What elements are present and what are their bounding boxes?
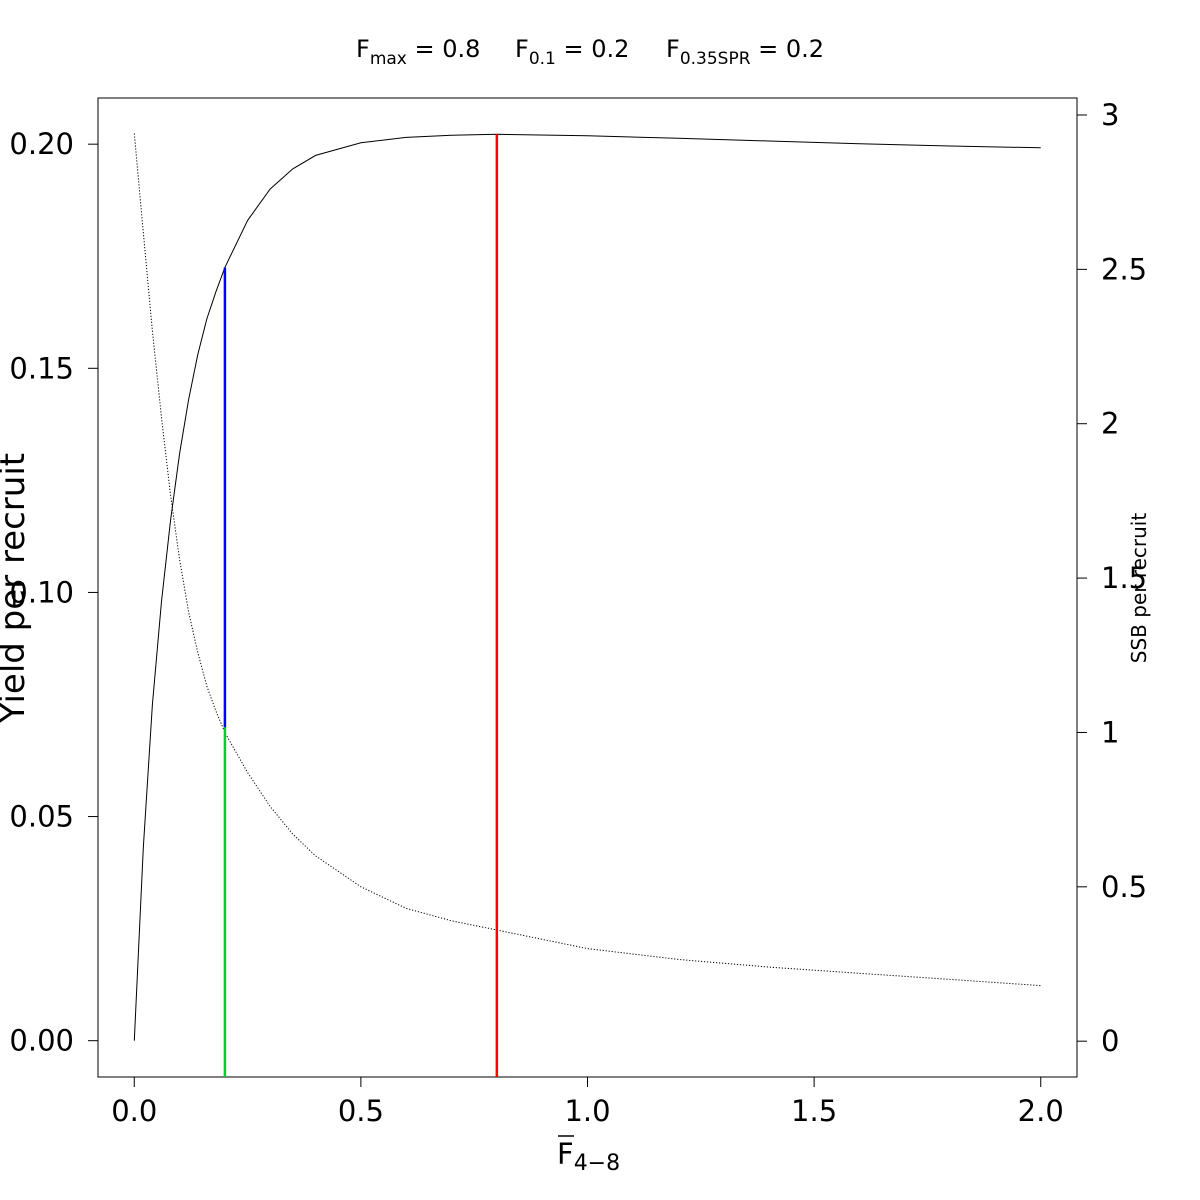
y-tick-label: 0.15 [9, 351, 74, 385]
x-tick-label: 0.0 [111, 1094, 157, 1128]
y2-tick-label: 3 [1101, 98, 1119, 132]
x-axis-title-subscript: 4−8 [574, 1151, 620, 1176]
series-group [133, 133, 1041, 1041]
y2-tick-label: 0.5 [1101, 870, 1147, 904]
yield-per-recruit-line [133, 133, 1041, 1041]
y2-tick-label: 0 [1101, 1024, 1119, 1058]
x-tick-label: 1.0 [564, 1094, 610, 1128]
ssb-per-recruit-line [133, 133, 1041, 987]
header-fspr-value: = 0.2 [751, 35, 825, 63]
x-axis-title-symbol: F [557, 1137, 574, 1171]
y2-tick-label: 2 [1101, 407, 1119, 441]
x-tick-label: 0.5 [338, 1094, 384, 1128]
x-axis-title: F4−8 [557, 1137, 620, 1176]
y2-tick-label: 1 [1101, 715, 1119, 749]
header-fmax: Fmax = 0.8 [356, 35, 480, 69]
header-f01-symbol: F [515, 35, 529, 63]
header-fmax-value: = 0.8 [407, 35, 481, 63]
header-fspr: F0.35SPR = 0.2 [666, 35, 824, 69]
y2-tick-label: 1.5 [1101, 561, 1147, 595]
plot-frame [97, 97, 1078, 1078]
header-fspr-subscript: 0.35SPR [680, 49, 751, 69]
y-tick-label: 0.00 [9, 1024, 74, 1058]
header-fspr-symbol: F [666, 35, 680, 63]
header-fmax-subscript: max [370, 49, 407, 69]
y2-axis-title: SSB per recruit [1127, 513, 1151, 664]
reference-lines [223, 134, 499, 1077]
y-axis-title: Yield per recruit [0, 453, 33, 724]
header-f01: F0.1 = 0.2 [515, 35, 629, 69]
y2-tick-label: 2.5 [1101, 252, 1147, 286]
y-tick-label: 0.05 [9, 800, 74, 834]
header-fmax-symbol: F [356, 35, 370, 63]
x-tick-label: 1.5 [791, 1094, 837, 1128]
y-tick-label: 0.20 [9, 127, 74, 161]
x-tick-label: 2.0 [1018, 1094, 1064, 1128]
axis-ticks: 0.0 0.5 1.0 1.5 2.0 0.00 0.05 0.10 0.15 0.20 0 0.5 1… [9, 98, 1147, 1128]
header-f01-subscript: 0.1 [529, 49, 556, 69]
y-tick-label: 0.10 [9, 575, 74, 609]
header-f01-value: = 0.2 [556, 35, 630, 63]
